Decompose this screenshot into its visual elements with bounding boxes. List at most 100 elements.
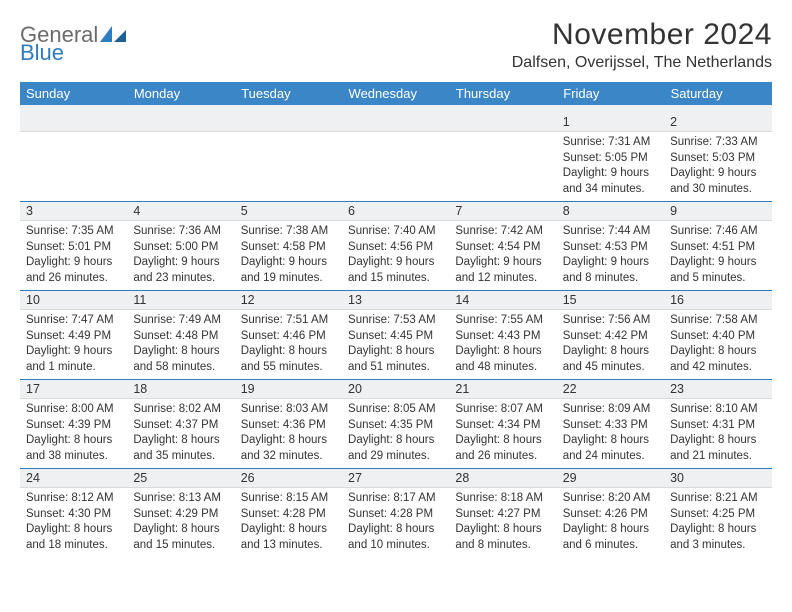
day-details: Sunrise: 7:44 AMSunset: 4:53 PMDaylight:…: [557, 221, 664, 290]
day-details: Sunrise: 7:49 AMSunset: 4:48 PMDaylight:…: [127, 310, 234, 379]
calendar-day: [127, 113, 234, 202]
daylight-text: Daylight: 8 hours and 18 minutes.: [26, 522, 121, 553]
calendar-day: 21Sunrise: 8:07 AMSunset: 4:34 PMDayligh…: [449, 380, 556, 469]
day-number: 24: [20, 469, 127, 488]
calendar-week: 3Sunrise: 7:35 AMSunset: 5:01 PMDaylight…: [20, 202, 772, 291]
logo: General Blue: [20, 24, 126, 64]
daylight-text: Daylight: 8 hours and 32 minutes.: [241, 433, 336, 464]
sunset-text: Sunset: 4:53 PM: [563, 240, 658, 256]
sunset-text: Sunset: 4:42 PM: [563, 329, 658, 345]
calendar-day: 20Sunrise: 8:05 AMSunset: 4:35 PMDayligh…: [342, 380, 449, 469]
sunset-text: Sunset: 4:40 PM: [670, 329, 765, 345]
sunset-text: Sunset: 4:33 PM: [563, 418, 658, 434]
sunset-text: Sunset: 4:49 PM: [26, 329, 121, 345]
sunrise-text: Sunrise: 7:55 AM: [455, 313, 550, 329]
sunset-text: Sunset: 4:43 PM: [455, 329, 550, 345]
sunrise-text: Sunrise: 7:56 AM: [563, 313, 658, 329]
calendar-day: 8Sunrise: 7:44 AMSunset: 4:53 PMDaylight…: [557, 202, 664, 291]
day-number: 27: [342, 469, 449, 488]
calendar-day: 5Sunrise: 7:38 AMSunset: 4:58 PMDaylight…: [235, 202, 342, 291]
day-number: 6: [342, 202, 449, 221]
day-details: Sunrise: 8:17 AMSunset: 4:28 PMDaylight:…: [342, 488, 449, 557]
day-number: 8: [557, 202, 664, 221]
calendar-day: [235, 113, 342, 202]
sunset-text: Sunset: 4:26 PM: [563, 507, 658, 523]
daylight-text: Daylight: 8 hours and 10 minutes.: [348, 522, 443, 553]
sunset-text: Sunset: 4:31 PM: [670, 418, 765, 434]
day-details: Sunrise: 7:40 AMSunset: 4:56 PMDaylight:…: [342, 221, 449, 290]
sunset-text: Sunset: 5:01 PM: [26, 240, 121, 256]
day-details: Sunrise: 7:55 AMSunset: 4:43 PMDaylight:…: [449, 310, 556, 379]
sunset-text: Sunset: 4:28 PM: [348, 507, 443, 523]
day-details: Sunrise: 8:20 AMSunset: 4:26 PMDaylight:…: [557, 488, 664, 557]
day-details: Sunrise: 7:38 AMSunset: 4:58 PMDaylight:…: [235, 221, 342, 290]
day-details: Sunrise: 7:42 AMSunset: 4:54 PMDaylight:…: [449, 221, 556, 290]
day-details: Sunrise: 8:15 AMSunset: 4:28 PMDaylight:…: [235, 488, 342, 557]
logo-sail-icon: [100, 26, 126, 42]
daylight-text: Daylight: 8 hours and 35 minutes.: [133, 433, 228, 464]
month-title: November 2024: [512, 18, 772, 52]
calendar-day: 26Sunrise: 8:15 AMSunset: 4:28 PMDayligh…: [235, 469, 342, 558]
day-number: [127, 113, 234, 132]
daylight-text: Daylight: 8 hours and 6 minutes.: [563, 522, 658, 553]
day-number: 15: [557, 291, 664, 310]
day-details: Sunrise: 7:31 AMSunset: 5:05 PMDaylight:…: [557, 132, 664, 201]
day-details: Sunrise: 8:18 AMSunset: 4:27 PMDaylight:…: [449, 488, 556, 557]
day-details: Sunrise: 8:21 AMSunset: 4:25 PMDaylight:…: [664, 488, 771, 557]
day-details: Sunrise: 7:53 AMSunset: 4:45 PMDaylight:…: [342, 310, 449, 379]
day-details: Sunrise: 8:10 AMSunset: 4:31 PMDaylight:…: [664, 399, 771, 468]
sunrise-text: Sunrise: 7:58 AM: [670, 313, 765, 329]
spacer-row: [20, 105, 772, 113]
sunset-text: Sunset: 4:25 PM: [670, 507, 765, 523]
day-number: 26: [235, 469, 342, 488]
daylight-text: Daylight: 8 hours and 58 minutes.: [133, 344, 228, 375]
logo-blue: Blue: [20, 40, 64, 65]
sunrise-text: Sunrise: 7:35 AM: [26, 224, 121, 240]
day-number: 30: [664, 469, 771, 488]
day-number: 25: [127, 469, 234, 488]
calendar-day: 1Sunrise: 7:31 AMSunset: 5:05 PMDaylight…: [557, 113, 664, 202]
calendar-day: 25Sunrise: 8:13 AMSunset: 4:29 PMDayligh…: [127, 469, 234, 558]
calendar-day: 11Sunrise: 7:49 AMSunset: 4:48 PMDayligh…: [127, 291, 234, 380]
sunset-text: Sunset: 4:37 PM: [133, 418, 228, 434]
calendar-day: 16Sunrise: 7:58 AMSunset: 4:40 PMDayligh…: [664, 291, 771, 380]
daylight-text: Daylight: 8 hours and 48 minutes.: [455, 344, 550, 375]
day-header: Wednesday: [342, 82, 449, 105]
sunrise-text: Sunrise: 7:44 AM: [563, 224, 658, 240]
day-number: 10: [20, 291, 127, 310]
sunset-text: Sunset: 4:58 PM: [241, 240, 336, 256]
daylight-text: Daylight: 9 hours and 1 minute.: [26, 344, 121, 375]
sunrise-text: Sunrise: 8:15 AM: [241, 491, 336, 507]
day-number: 21: [449, 380, 556, 399]
day-details: Sunrise: 7:36 AMSunset: 5:00 PMDaylight:…: [127, 221, 234, 290]
day-number: 11: [127, 291, 234, 310]
day-details: Sunrise: 8:02 AMSunset: 4:37 PMDaylight:…: [127, 399, 234, 468]
day-details: Sunrise: 8:09 AMSunset: 4:33 PMDaylight:…: [557, 399, 664, 468]
sunset-text: Sunset: 4:35 PM: [348, 418, 443, 434]
day-header: Saturday: [664, 82, 771, 105]
daylight-text: Daylight: 8 hours and 29 minutes.: [348, 433, 443, 464]
sunset-text: Sunset: 4:39 PM: [26, 418, 121, 434]
calendar-day: 18Sunrise: 8:02 AMSunset: 4:37 PMDayligh…: [127, 380, 234, 469]
calendar-week: 17Sunrise: 8:00 AMSunset: 4:39 PMDayligh…: [20, 380, 772, 469]
day-details: Sunrise: 7:58 AMSunset: 4:40 PMDaylight:…: [664, 310, 771, 379]
day-number: 13: [342, 291, 449, 310]
sunrise-text: Sunrise: 7:33 AM: [670, 135, 765, 151]
day-number: [449, 113, 556, 132]
day-number: 29: [557, 469, 664, 488]
day-number: 5: [235, 202, 342, 221]
calendar-table: SundayMondayTuesdayWednesdayThursdayFrid…: [20, 82, 772, 557]
sunset-text: Sunset: 4:51 PM: [670, 240, 765, 256]
sunrise-text: Sunrise: 8:10 AM: [670, 402, 765, 418]
daylight-text: Daylight: 8 hours and 15 minutes.: [133, 522, 228, 553]
sunrise-text: Sunrise: 8:17 AM: [348, 491, 443, 507]
calendar-day: [449, 113, 556, 202]
sunset-text: Sunset: 4:48 PM: [133, 329, 228, 345]
calendar-day: [20, 113, 127, 202]
calendar-day: 28Sunrise: 8:18 AMSunset: 4:27 PMDayligh…: [449, 469, 556, 558]
day-details: Sunrise: 8:03 AMSunset: 4:36 PMDaylight:…: [235, 399, 342, 468]
daylight-text: Daylight: 9 hours and 34 minutes.: [563, 166, 658, 197]
day-number: 9: [664, 202, 771, 221]
calendar-day: 13Sunrise: 7:53 AMSunset: 4:45 PMDayligh…: [342, 291, 449, 380]
calendar-day: 29Sunrise: 8:20 AMSunset: 4:26 PMDayligh…: [557, 469, 664, 558]
